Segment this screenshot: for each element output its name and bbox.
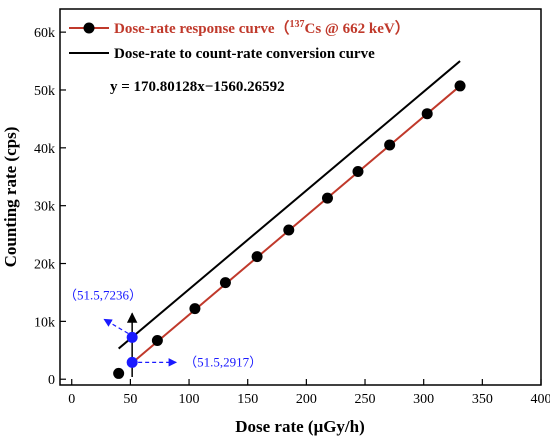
highlight-point-lower: [126, 356, 138, 368]
x-tick-label: 50: [123, 392, 137, 407]
y-tick-label: 0: [48, 373, 55, 388]
y-tick-label: 20k: [34, 258, 55, 273]
plot-frame: [59, 8, 542, 386]
x-axis-ticks: 0 50 100 150 200 250 300 350 400: [68, 379, 550, 407]
x-tick-label: 300: [413, 392, 434, 407]
response-data-point: [113, 367, 125, 379]
x-tick-label: 150: [237, 392, 258, 407]
legend-marker-response: [83, 22, 95, 34]
x-axis-title: Dose rate (μGy/h): [235, 417, 365, 436]
x-tick-label: 250: [355, 392, 376, 407]
response-data-point: [251, 251, 263, 263]
response-data-point: [352, 166, 364, 178]
y-tick-label: 30k: [34, 200, 55, 215]
response-data-point: [384, 139, 396, 151]
annotation-layer: （51.5,7236） （51.5,2917）: [64, 287, 262, 377]
series-layer: [113, 60, 466, 379]
fit-equation: y = 170.80128x−1560.26592: [110, 79, 285, 95]
highlight-point-upper: [126, 331, 138, 343]
annotation-label-upper: （51.5,7236）: [64, 287, 142, 302]
x-tick-label: 400: [531, 392, 550, 407]
upper-annotation-arrow: [103, 318, 129, 334]
y-tick-label: 60k: [34, 26, 55, 41]
response-data-point: [454, 80, 466, 92]
annotation-label-lower: （51.5,2917）: [184, 354, 262, 369]
x-tick-label: 100: [179, 392, 200, 407]
y-tick-label: 40k: [34, 142, 55, 157]
response-fit-line: [132, 85, 461, 364]
x-tick-label: 0: [68, 392, 75, 407]
response-data-point: [219, 277, 231, 289]
conversion-curve-line: [118, 60, 461, 350]
y-axis-ticks: 0 10k 20k 30k 40k 50k 60k: [34, 26, 66, 388]
response-data-point: [151, 334, 163, 346]
response-data-point: [421, 108, 433, 120]
x-tick-label: 350: [472, 392, 493, 407]
response-data-point: [321, 192, 333, 204]
y-tick-label: 10k: [34, 315, 55, 330]
legend-label-response: Dose-rate response curve（137Cs @ 662 keV…: [114, 19, 410, 37]
y-axis-title: Counting rate (cps): [1, 127, 20, 268]
x-tick-label: 200: [296, 392, 317, 407]
response-data-point: [189, 303, 201, 315]
response-data-point: [283, 224, 295, 236]
y-tick-label: 50k: [34, 84, 55, 99]
legend: Dose-rate response curve（137Cs @ 662 keV…: [69, 19, 410, 62]
legend-label-conversion: Dose-rate to count-rate conversion curve: [114, 46, 375, 62]
